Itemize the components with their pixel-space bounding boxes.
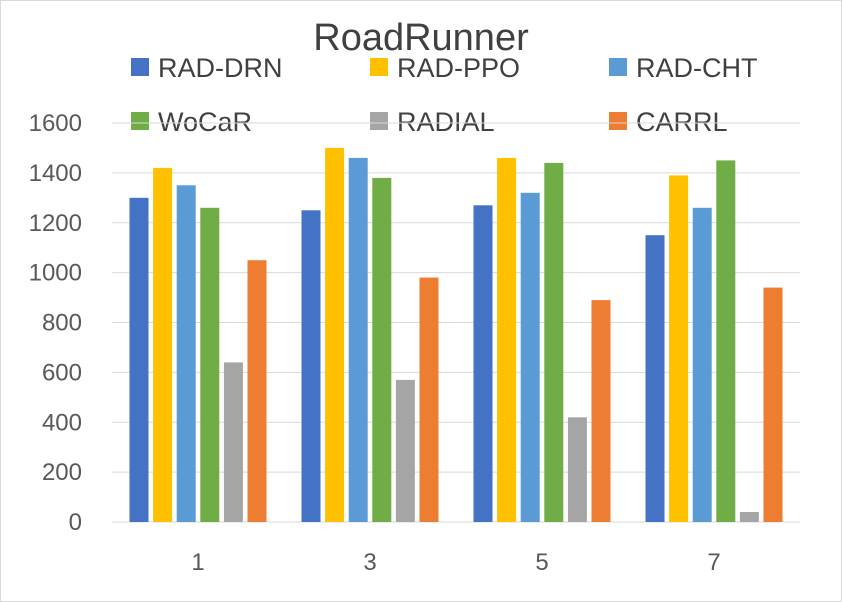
- y-tick-label: 400: [42, 409, 82, 436]
- bar-radial-1: [223, 362, 243, 522]
- bar-rad-drn-3: [301, 210, 321, 523]
- bar-rad-cht-3: [348, 157, 368, 522]
- y-tick-label: 800: [42, 310, 82, 337]
- bar-radial-5: [567, 417, 587, 522]
- bar-rad-ppo-5: [497, 157, 517, 522]
- y-tick-label: 0: [69, 509, 82, 536]
- legend-swatch-carrl: [609, 112, 627, 130]
- x-tick-label: 1: [191, 549, 204, 576]
- legend-label-radial: RADIAL: [397, 107, 495, 137]
- bars: [129, 147, 783, 523]
- bar-radial-7: [739, 512, 759, 522]
- legend-label-rad-cht: RAD-CHT: [636, 53, 758, 83]
- bar-carrl-7: [763, 287, 783, 522]
- y-tick-label: 1000: [29, 260, 82, 287]
- y-axis-ticks: 0 200 400 600 800 1000 1200 1400 1600: [29, 110, 82, 536]
- legend: RAD-DRN RAD-PPO RAD-CHT WoCaR RADIAL CARRL: [131, 53, 758, 137]
- y-tick-label: 200: [42, 459, 82, 486]
- bar-rad-ppo-7: [669, 175, 689, 522]
- legend-swatch-rad-drn: [131, 58, 149, 76]
- y-tick-label: 1600: [29, 110, 82, 137]
- bar-carrl-1: [247, 260, 267, 522]
- bar-rad-drn-7: [645, 235, 665, 522]
- legend-label-rad-ppo: RAD-PPO: [397, 53, 520, 83]
- legend-swatch-radial: [370, 112, 388, 130]
- bar-wocar-1: [200, 207, 220, 523]
- x-tick-label: 3: [363, 549, 376, 576]
- bar-rad-cht-1: [176, 185, 196, 523]
- y-tick-label: 600: [42, 359, 82, 386]
- x-tick-label: 5: [535, 549, 548, 576]
- legend-label-wocar: WoCaR: [158, 107, 252, 137]
- bar-radial-3: [395, 379, 415, 522]
- bar-rad-drn-5: [473, 205, 493, 523]
- bar-rad-drn-1: [129, 197, 149, 523]
- y-tick-label: 1400: [29, 160, 82, 187]
- bar-wocar-3: [372, 177, 392, 522]
- bar-carrl-5: [591, 300, 611, 522]
- legend-label-carrl: CARRL: [636, 107, 728, 137]
- bar-rad-cht-7: [692, 207, 712, 523]
- bar-wocar-7: [716, 160, 736, 522]
- bar-rad-cht-5: [520, 192, 540, 523]
- bar-carrl-3: [419, 277, 439, 522]
- legend-swatch-rad-ppo: [370, 58, 388, 76]
- chart-title: RoadRunner: [313, 17, 529, 59]
- legend-swatch-wocar: [131, 112, 149, 130]
- x-axis-ticks: 1 3 5 7: [191, 549, 720, 576]
- bar-rad-ppo-1: [153, 167, 173, 522]
- bar-wocar-5: [544, 162, 564, 522]
- legend-swatch-rad-cht: [609, 58, 627, 76]
- y-tick-label: 1200: [29, 210, 82, 237]
- x-tick-label: 7: [707, 549, 720, 576]
- bar-rad-ppo-3: [325, 147, 345, 522]
- legend-label-rad-drn: RAD-DRN: [158, 53, 283, 83]
